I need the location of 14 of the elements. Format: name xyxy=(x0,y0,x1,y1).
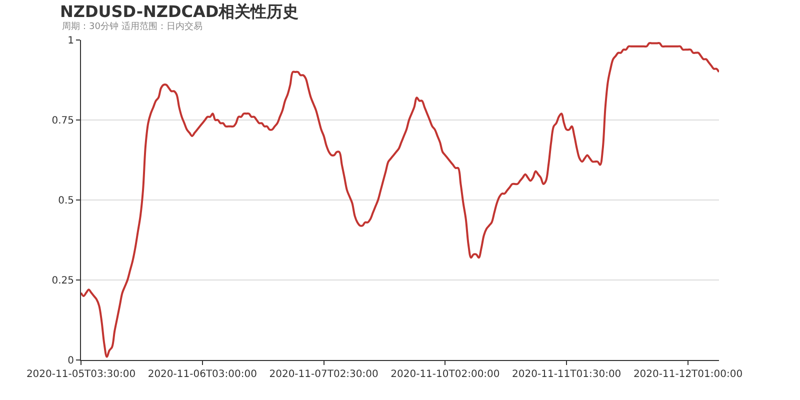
x-tick-label: 2020-11-10T02:00:00 xyxy=(390,369,500,380)
x-tick-label: 2020-11-11T01:30:00 xyxy=(512,369,622,380)
y-tick-label: 1 xyxy=(68,36,74,46)
y-tick-label: 0 xyxy=(68,356,74,366)
x-tick-label: 2020-11-12T01:00:00 xyxy=(633,369,743,380)
y-tick-label: 0.5 xyxy=(58,196,74,206)
chart-subtitle: 周期：30分钟 适用范围：日内交易 xyxy=(62,21,202,32)
x-tick-label: 2020-11-06T03:00:00 xyxy=(148,369,257,380)
y-tick-label: 0.25 xyxy=(52,276,74,286)
line-series xyxy=(81,42,719,358)
chart-title: NZDUSD-NZDCAD相关性历史 xyxy=(60,2,299,22)
x-tick-label: 2020-11-07T02:30:00 xyxy=(269,369,378,380)
x-tick-label: 2020-11-05T03:30:00 xyxy=(26,369,136,380)
y-tick-label: 0.75 xyxy=(52,116,74,126)
